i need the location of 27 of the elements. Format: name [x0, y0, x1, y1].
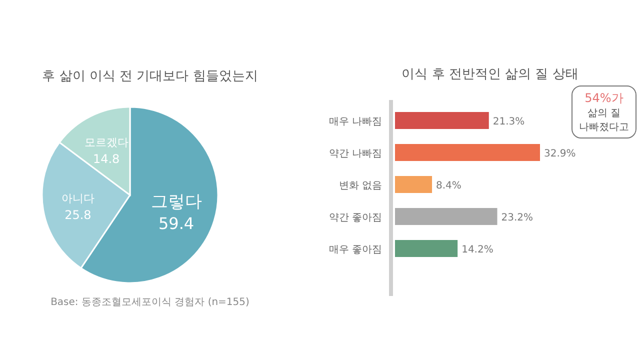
slice-label: 모르겠다 — [84, 136, 128, 149]
text: 삶의 질 — [587, 108, 621, 119]
data-label: 32.9% — [544, 148, 576, 160]
bar — [395, 176, 432, 193]
data-label: 14.2% — [462, 244, 494, 256]
chart-title: 이식 후 전반적인 삶의 질 상태 — [402, 67, 578, 82]
text: 나빠졌다고 — [579, 122, 629, 133]
data-label: 25.8 — [64, 208, 92, 222]
data-label: 59.4 — [158, 214, 194, 234]
data-label: 8.4% — [436, 180, 462, 192]
data-label: 21.3% — [492, 116, 525, 128]
y-tick-label: 매우 나빠짐 — [328, 116, 382, 128]
chart-title: 후 삶이 이식 전 기대보다 힘들었는지 — [42, 69, 258, 84]
y-tick-label: 약간 좋아짐 — [328, 212, 382, 224]
y-tick-label: 매우 좋아짐 — [328, 244, 382, 256]
bar — [395, 112, 489, 129]
text: Base: 동종조혈모세포이식 경험자 (n=155) — [50, 297, 250, 308]
slice-label: 아니다 — [61, 192, 94, 205]
bar — [395, 208, 498, 225]
bar — [395, 144, 540, 161]
text: 54%가 — [584, 91, 624, 105]
bar — [395, 240, 458, 257]
slice-label: 그렇다 — [150, 192, 202, 212]
y-tick-label: 약간 나빠짐 — [328, 148, 382, 160]
data-label: 23.2% — [501, 212, 534, 224]
data-label: 14.8 — [92, 152, 120, 166]
y-tick-label: 변화 없음 — [338, 180, 382, 192]
